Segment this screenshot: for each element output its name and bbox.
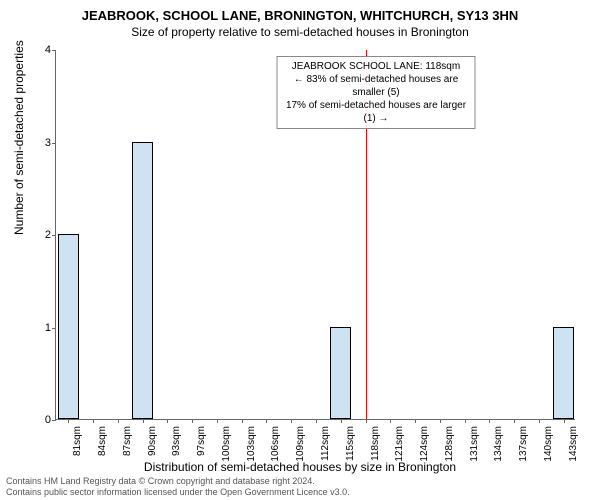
x-tick-mark [217, 419, 218, 423]
x-tick-mark [192, 419, 193, 423]
y-tick-label: 1 [31, 322, 51, 334]
x-tick-label: 140sqm [543, 426, 554, 462]
x-tick-mark [489, 419, 490, 423]
y-tick-mark [52, 420, 56, 421]
x-tick-label: 97sqm [196, 426, 207, 456]
x-tick-label: 128sqm [444, 426, 455, 462]
x-tick-label: 118sqm [370, 426, 381, 461]
footer-line2: Contains public sector information licen… [6, 487, 350, 498]
chart-plot: 0123481sqm84sqm87sqm90sqm93sqm97sqm100sq… [55, 50, 575, 420]
y-tick-mark [52, 328, 56, 329]
x-tick-mark [291, 419, 292, 423]
x-tick-label: 134sqm [493, 426, 504, 462]
x-tick-mark [390, 419, 391, 423]
annotation-box: JEABROOK SCHOOL LANE: 118sqm← 83% of sem… [277, 56, 476, 129]
x-tick-label: 143sqm [568, 426, 579, 462]
x-tick-mark [68, 419, 69, 423]
x-tick-mark [143, 419, 144, 423]
y-tick-mark [52, 235, 56, 236]
x-tick-label: 115sqm [345, 426, 356, 461]
x-tick-label: 90sqm [147, 426, 158, 456]
annotation-line: 17% of semi-detached houses are larger (… [284, 99, 469, 125]
x-tick-label: 109sqm [295, 426, 306, 462]
y-tick-label: 0 [31, 414, 51, 426]
bar [330, 327, 351, 420]
x-tick-mark [242, 419, 243, 423]
x-tick-mark [366, 419, 367, 423]
x-tick-label: 103sqm [246, 426, 257, 462]
x-tick-mark [93, 419, 94, 423]
x-tick-mark [118, 419, 119, 423]
y-tick-label: 2 [31, 229, 51, 241]
bar [58, 234, 79, 419]
x-tick-mark [539, 419, 540, 423]
y-tick-label: 4 [31, 44, 51, 56]
chart-subtitle: Size of property relative to semi-detach… [0, 23, 600, 39]
footer-attribution: Contains HM Land Registry data © Crown c… [6, 476, 350, 498]
x-tick-label: 93sqm [171, 426, 182, 456]
x-tick-mark [266, 419, 267, 423]
y-tick-mark [52, 50, 56, 51]
x-tick-label: 112sqm [320, 426, 331, 461]
x-tick-mark [167, 419, 168, 423]
plot-area: 0123481sqm84sqm87sqm90sqm93sqm97sqm100sq… [55, 50, 575, 420]
annotation-line: ← 83% of semi-detached houses are smalle… [284, 73, 469, 99]
x-tick-label: 121sqm [394, 426, 405, 462]
x-tick-mark [465, 419, 466, 423]
x-tick-label: 84sqm [97, 426, 108, 456]
x-tick-mark [415, 419, 416, 423]
x-axis-label: Distribution of semi-detached houses by … [0, 460, 600, 474]
x-tick-mark [440, 419, 441, 423]
x-tick-mark [341, 419, 342, 423]
x-tick-label: 131sqm [469, 426, 480, 462]
x-tick-label: 137sqm [518, 426, 529, 462]
x-tick-mark [514, 419, 515, 423]
x-tick-label: 100sqm [221, 426, 232, 462]
chart-title: JEABROOK, SCHOOL LANE, BRONINGTON, WHITC… [0, 0, 600, 23]
bar [132, 142, 153, 420]
footer-line1: Contains HM Land Registry data © Crown c… [6, 476, 350, 487]
x-tick-label: 124sqm [419, 426, 430, 462]
x-tick-mark [316, 419, 317, 423]
y-axis-label: Number of semi-detached properties [12, 40, 26, 235]
bar [553, 327, 574, 420]
x-tick-label: 81sqm [72, 426, 83, 456]
annotation-line: JEABROOK SCHOOL LANE: 118sqm [284, 60, 469, 73]
x-tick-mark [564, 419, 565, 423]
y-tick-label: 3 [31, 137, 51, 149]
x-tick-label: 87sqm [122, 426, 133, 456]
x-tick-label: 106sqm [270, 426, 281, 462]
y-tick-mark [52, 143, 56, 144]
